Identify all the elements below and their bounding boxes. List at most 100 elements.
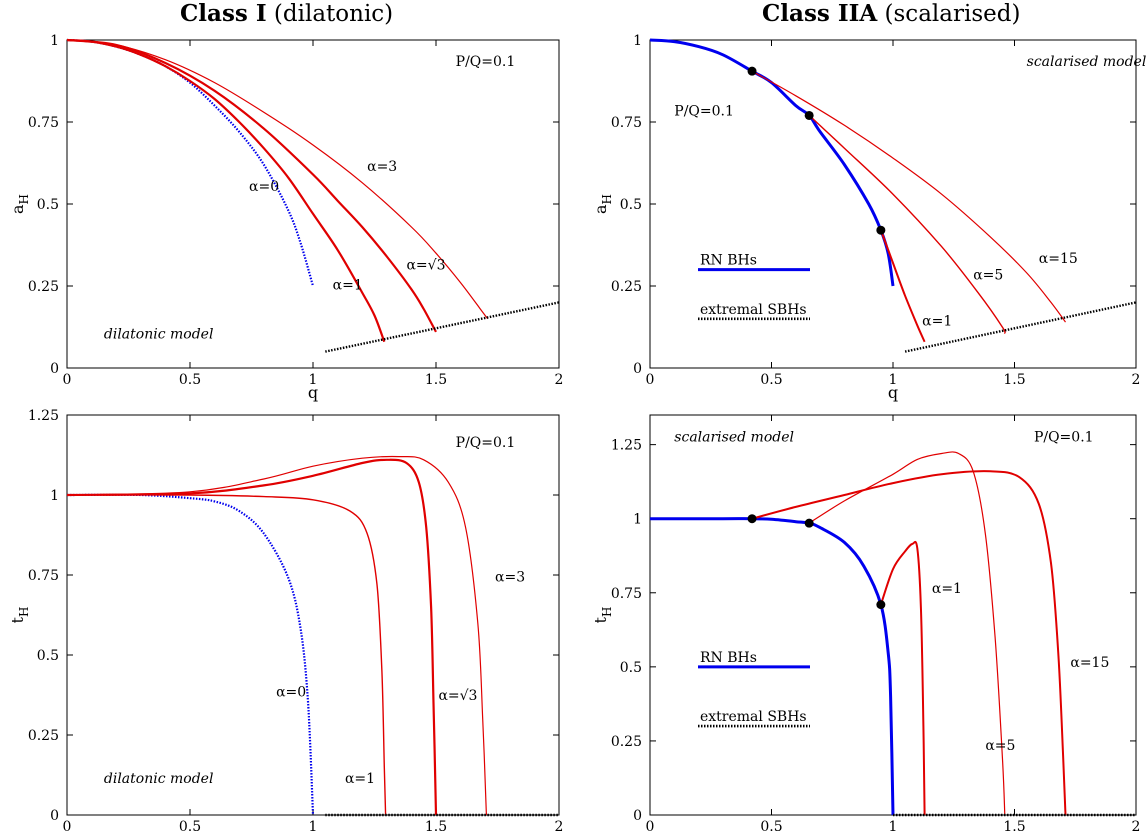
x-tick-label: 1 (889, 819, 898, 835)
column-title-bold: Class IIA (762, 0, 878, 27)
y-tick-label: 0.75 (28, 568, 59, 584)
series-group (67, 38, 559, 353)
series-line-rnbhs (650, 38, 895, 287)
series-line-5 (808, 114, 1006, 334)
annotation-label: α=1 (932, 581, 962, 597)
x-axis-label: q (888, 830, 898, 836)
column-title-class-i: Class I (dilatonic) (180, 0, 393, 27)
series-line-0 (67, 38, 315, 287)
y-axis-label-main: t (8, 616, 27, 623)
x-tick-label: 2 (555, 819, 564, 835)
y-tick-label: 1.25 (611, 438, 642, 454)
x-tick-label: 1 (309, 372, 318, 388)
series-line-1 (879, 540, 926, 816)
y-tick-label: 0.5 (37, 648, 59, 664)
column-title-rest: (dilatonic) (266, 1, 394, 27)
series-group (650, 451, 1136, 817)
series-line-1 (879, 229, 926, 343)
y-tick-label: 0.5 (620, 197, 642, 213)
annotation-label: α=3 (367, 159, 397, 175)
x-tick-label: 0 (63, 819, 72, 835)
y-axis-label-sub: H (17, 607, 31, 617)
annotation-label: α=15 (1039, 251, 1078, 267)
y-axis-label-main: a (591, 204, 610, 214)
y-tick-label: 0.75 (611, 586, 642, 602)
y-tick-label: 0 (50, 361, 59, 377)
y-tick-label: 0.5 (37, 197, 59, 213)
column-title-rest: (scalarised) (877, 1, 1021, 27)
panel-bottom-left: 0 0.5 1 1.5 2 0 0.25 0.5 0.75 1 1.25 q tH P/Q=0.1 α=3 α… (8, 408, 563, 836)
panel-top-left: 0 0.5 1 1.5 200.250.50.751qaHP/Q=0.1α=3α=0α=… (8, 33, 563, 402)
x-tick-label: 1 (309, 819, 318, 835)
legend-label: extremal SBHs (700, 709, 807, 725)
series-line-5 (808, 451, 1006, 816)
annotation-label: α=√3 (406, 258, 445, 274)
annotation-label: α=5 (973, 267, 1003, 283)
y-tick-label: 0 (633, 361, 642, 377)
legend-label: RN BHs (700, 650, 757, 666)
series-line-3 (67, 38, 437, 333)
x-tick-label: 1.5 (425, 372, 447, 388)
bifurcation-point (747, 514, 757, 524)
annotation-label: α=3 (495, 569, 525, 585)
annotation-label: α=1 (345, 771, 375, 787)
x-axis-label: q (308, 383, 318, 402)
series-group (67, 455, 559, 817)
annotation-label: α=1 (922, 313, 952, 329)
bifurcation-point (804, 518, 814, 528)
x-tick-label: 1.5 (1003, 819, 1025, 835)
y-axis-label-sub: H (600, 607, 614, 617)
x-tick-label: 0.5 (760, 819, 782, 835)
series-line-3 (67, 39, 489, 320)
y-axis-label-main: t (591, 616, 610, 623)
panel-bottom-right: 0 0.5 1 1.5 2 0 0.25 0.5 0.75 1 1.25 q tH RN BHs extre… (591, 414, 1140, 836)
series-line-15 (751, 70, 1066, 323)
series-line-extremal (904, 301, 1136, 353)
x-tick-label: 0.5 (760, 372, 782, 388)
annotation-label: α=√3 (438, 688, 477, 704)
x-tick-label: 0.5 (179, 819, 201, 835)
bifurcation-point (876, 225, 886, 235)
column-title-class-iia: Class IIA (scalarised) (762, 0, 1020, 27)
y-tick-label: 1 (50, 488, 59, 504)
y-tick-label: 0.5 (620, 660, 642, 676)
annotation-label: dilatonic model (104, 771, 214, 787)
series-line-3 (67, 455, 487, 816)
y-tick-label: 1.25 (28, 408, 59, 424)
x-tick-label: 1.5 (1003, 372, 1025, 388)
x-tick-label: 0 (646, 819, 655, 835)
annotation-label: dilatonic model (104, 326, 214, 342)
y-axis-label: aH (591, 194, 614, 214)
x-tick-label: 0 (646, 372, 655, 388)
annotation-label: α=5 (985, 738, 1015, 754)
x-tick-label: 0 (63, 372, 72, 388)
x-tick-label: 1 (889, 372, 898, 388)
y-tick-label: 0.25 (28, 728, 59, 744)
y-tick-label: 1 (633, 512, 642, 528)
y-tick-label: 0.75 (28, 115, 59, 131)
x-tick-label: 1.5 (425, 819, 447, 835)
annotation-label: scalarised model (1027, 54, 1147, 70)
y-axis-label-sub: H (600, 194, 614, 204)
y-tick-label: 0.75 (611, 115, 642, 131)
y-axis-label-sub: H (17, 194, 31, 204)
x-tick-label: 2 (1132, 372, 1141, 388)
x-axis-label: q (308, 830, 318, 836)
x-tick-label: 2 (555, 372, 564, 388)
annotation-label: P/Q=0.1 (1034, 430, 1094, 446)
series-line-1 (67, 38, 386, 343)
series-line-15 (751, 470, 1067, 816)
series-line-1 (67, 494, 387, 816)
y-tick-label: 1 (633, 33, 642, 49)
annotation-label: scalarised model (674, 430, 794, 446)
series-line-0 (67, 493, 315, 816)
x-tick-label: 0.5 (179, 372, 201, 388)
bifurcation-point (876, 600, 886, 610)
y-tick-label: 1 (50, 33, 59, 49)
annotation-label: P/Q=0.1 (456, 435, 516, 451)
y-tick-label: 0.25 (28, 279, 59, 295)
series-line-3 (67, 458, 438, 816)
y-tick-label: 0 (633, 808, 642, 824)
